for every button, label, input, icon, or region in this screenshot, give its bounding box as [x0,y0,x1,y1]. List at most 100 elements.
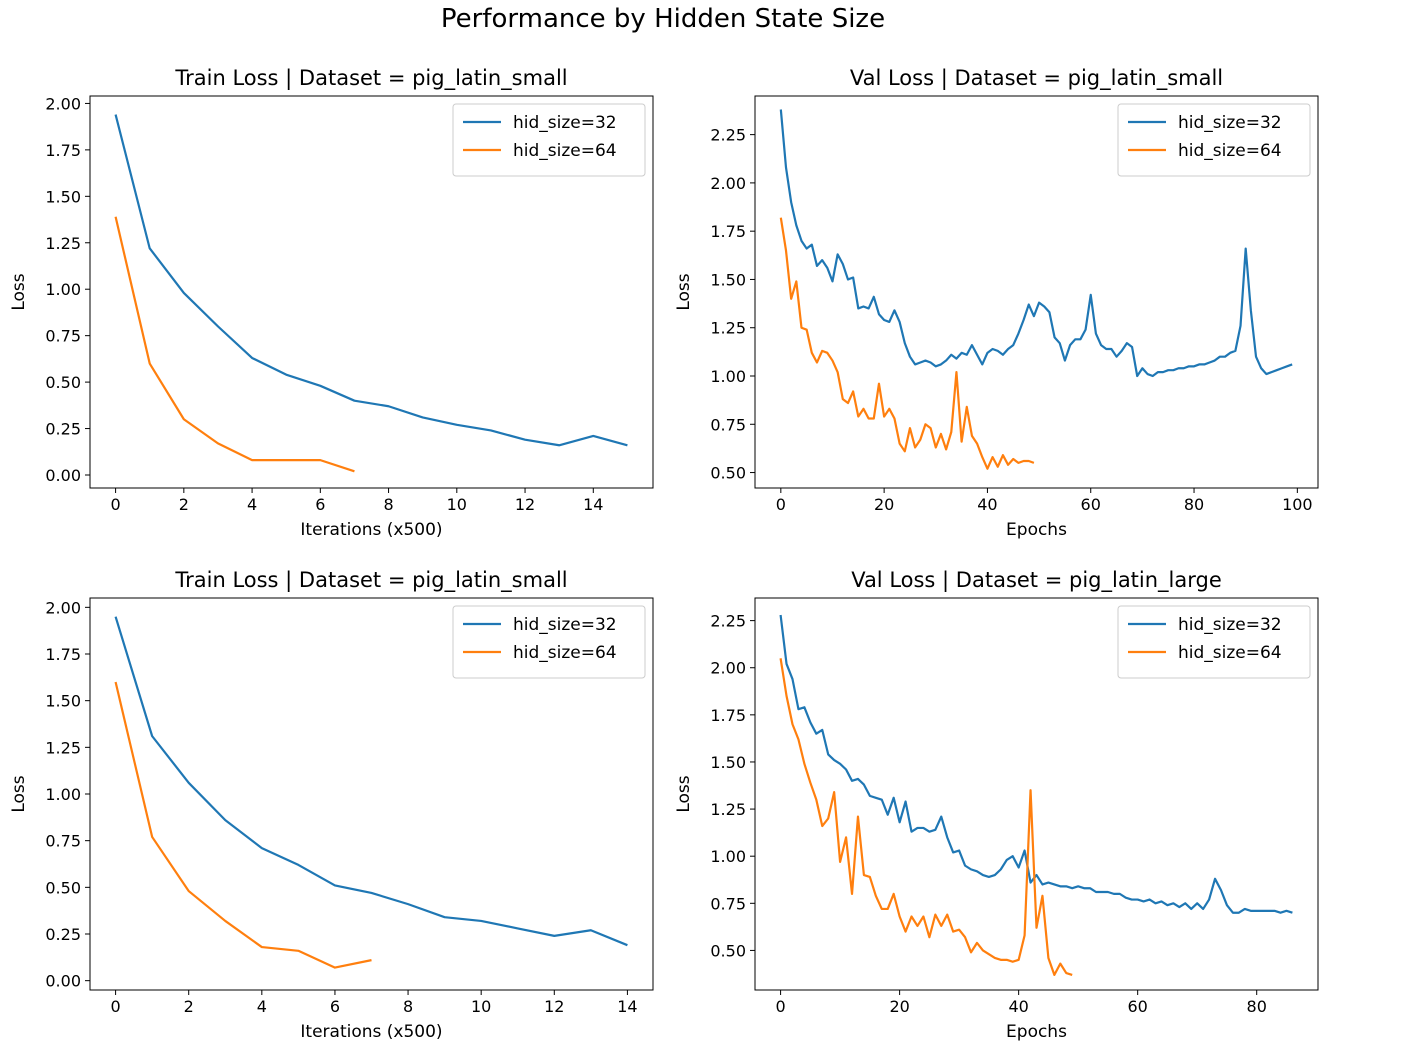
x-tick-label: 80 [1184,495,1204,514]
chart-title: Train Loss | Dataset = pig_latin_small [174,568,567,593]
x-tick-label: 2 [184,997,194,1016]
y-tick-label: 0.75 [710,894,746,913]
x-tick-label: 14 [583,495,603,514]
x-tick-label: 8 [403,997,413,1016]
x-tick-label: 60 [1081,495,1101,514]
y-tick-label: 1.00 [45,785,81,804]
legend-label: hid_size=32 [1178,615,1282,635]
chart-val-loss-large: Val Loss | Dataset = pig_latin_large 0 20 4… [674,568,1319,1042]
y-tick-label: 1.00 [710,367,746,386]
y-tick-label: 0.00 [45,972,81,991]
chart-train-loss-small-top: Train Loss | Dataset = pig_latin_small 0 2… [9,66,654,540]
y-tick-label: 1.25 [45,234,81,253]
x-tick-label: 14 [617,997,637,1016]
y-tick-label: 1.75 [45,141,81,160]
legend-label: hid_size=32 [1178,113,1282,133]
y-tick-label: 2.00 [45,598,81,617]
chart-title: Train Loss | Dataset = pig_latin_small [174,66,567,91]
legend: hid_size=32 hid_size=64 [452,103,646,177]
y-tick-label: 1.50 [45,187,81,206]
y-tick-label: 0.75 [45,327,81,346]
x-tick-label: 0 [110,997,120,1016]
y-tick-label: 2.00 [710,174,746,193]
x-tick-label: 10 [447,495,467,514]
x-tick-label: 4 [257,997,267,1016]
y-tick-label: 1.50 [710,753,746,772]
y-tick-label: 0.50 [45,878,81,897]
legend-label: hid_size=32 [513,615,617,635]
y-tick-label: 0.25 [45,420,81,439]
y-tick-label: 1.25 [710,319,746,338]
x-tick-label: 0 [776,495,786,514]
series-line-hid_size-32 [114,616,628,947]
x-tick-label: 20 [874,495,894,514]
y-tick-label: 2.00 [45,94,81,113]
y-tick-label: 1.75 [45,645,81,664]
chart-title: Val Loss | Dataset = pig_latin_small [850,66,1223,91]
y-axis-label: Loss [674,273,694,310]
axes-frame [754,95,1319,489]
x-axis-label: Iterations (x500) [300,1022,442,1042]
y-axis-label: Loss [9,775,29,812]
x-tick-label: 100 [1282,495,1313,514]
y-tick-label: 0.75 [710,415,746,434]
y-tick-label: 1.75 [710,706,746,725]
x-tick-label: 0 [110,495,120,514]
x-tick-label: 20 [889,997,909,1016]
y-tick-label: 1.25 [710,800,746,819]
y-tick-label: 1.50 [45,692,81,711]
y-axis-label: Loss [9,273,29,310]
chart-train-loss-small-bottom: Train Loss | Dataset = pig_latin_small 0 2… [9,568,654,1042]
x-axis-label: Iterations (x500) [300,520,442,540]
y-tick-label: 2.25 [710,612,746,631]
x-axis-label: Epochs [1006,520,1067,540]
y-tick-label: 0.50 [710,464,746,483]
y-tick-label: 2.00 [710,659,746,678]
legend-label: hid_size=32 [513,113,617,133]
y-tick-label: 1.25 [45,738,81,757]
y-tick-label: 0.75 [45,832,81,851]
x-tick-label: 8 [383,495,393,514]
y-tick-label: 1.00 [710,847,746,866]
series-line-hid_size-64 [114,681,372,969]
x-tick-label: 0 [775,997,785,1016]
legend: hid_size=32 hid_size=64 [1117,605,1311,679]
x-tick-label: 12 [544,997,564,1016]
chart-title: Val Loss | Dataset = pig_latin_large [851,568,1222,593]
legend-label: hid_size=64 [1178,141,1282,161]
x-tick-label: 80 [1247,997,1267,1016]
series-line-hid_size-64 [779,658,1073,977]
x-tick-label: 40 [977,495,997,514]
legend: hid_size=32 hid_size=64 [452,605,646,679]
x-tick-label: 10 [471,997,491,1016]
x-tick-label: 2 [179,495,189,514]
y-axis-label: Loss [674,775,694,812]
y-tick-label: 1.00 [45,280,81,299]
legend: hid_size=32 hid_size=64 [1117,103,1311,177]
axes-frame [754,597,1319,991]
x-tick-label: 6 [315,495,325,514]
figure-title: Performance by Hidden State Size [440,4,886,34]
legend-label: hid_size=64 [513,643,617,663]
legend-label: hid_size=64 [1178,643,1282,663]
series-line-hid_size-32 [779,109,1293,378]
y-tick-label: 0.50 [710,941,746,960]
x-tick-label: 4 [247,495,257,514]
chart-val-loss-small: Val Loss | Dataset = pig_latin_small 0 20 4… [674,66,1319,540]
x-tick-label: 40 [1008,997,1028,1016]
axes-frame [89,95,654,489]
y-tick-label: 0.00 [45,466,81,485]
y-tick-label: 1.75 [710,222,746,241]
y-tick-label: 0.50 [45,373,81,392]
x-axis-label: Epochs [1006,1022,1067,1042]
x-tick-label: 12 [515,495,535,514]
series-line-hid_size-32 [114,114,628,447]
x-tick-label: 60 [1127,997,1147,1016]
legend-label: hid_size=64 [513,141,617,161]
y-tick-label: 2.25 [710,126,746,145]
series-line-hid_size-64 [114,216,355,473]
series-line-hid_size-64 [779,217,1035,470]
y-tick-label: 0.25 [45,925,81,944]
x-tick-label: 6 [330,997,340,1016]
series-line-hid_size-32 [779,614,1293,914]
